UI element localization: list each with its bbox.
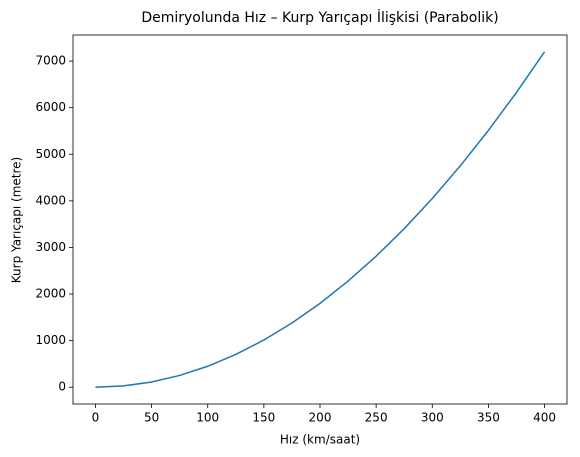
y-tick-label: 7000 xyxy=(35,54,66,68)
x-tick-label: 0 xyxy=(92,411,100,425)
y-tick-label: 0 xyxy=(58,380,66,394)
y-tick-label: 4000 xyxy=(35,193,66,207)
y-tick-label: 2000 xyxy=(35,287,66,301)
x-tick-label: 200 xyxy=(309,411,332,425)
y-tick-label: 5000 xyxy=(35,147,66,161)
x-axis-label: Hız (km/saat) xyxy=(280,433,360,447)
x-tick-label: 50 xyxy=(144,411,159,425)
plot-frame xyxy=(72,34,568,405)
x-tick-label: 350 xyxy=(477,411,500,425)
y-axis-label: Kurp Yarıçapı (metre) xyxy=(10,157,24,283)
x-tick-label: 400 xyxy=(533,411,556,425)
x-tick-label: 100 xyxy=(196,411,219,425)
y-tick-label: 6000 xyxy=(35,100,66,114)
chart-title: Demiryolunda Hız – Kurp Yarıçapı İlişkis… xyxy=(141,8,498,26)
x-tick-label: 150 xyxy=(252,411,275,425)
x-tick-label: 250 xyxy=(365,411,388,425)
y-tick-label: 3000 xyxy=(35,240,66,254)
y-tick-label: 1000 xyxy=(35,333,66,347)
data-line xyxy=(95,51,546,388)
x-tick-label: 300 xyxy=(421,411,444,425)
